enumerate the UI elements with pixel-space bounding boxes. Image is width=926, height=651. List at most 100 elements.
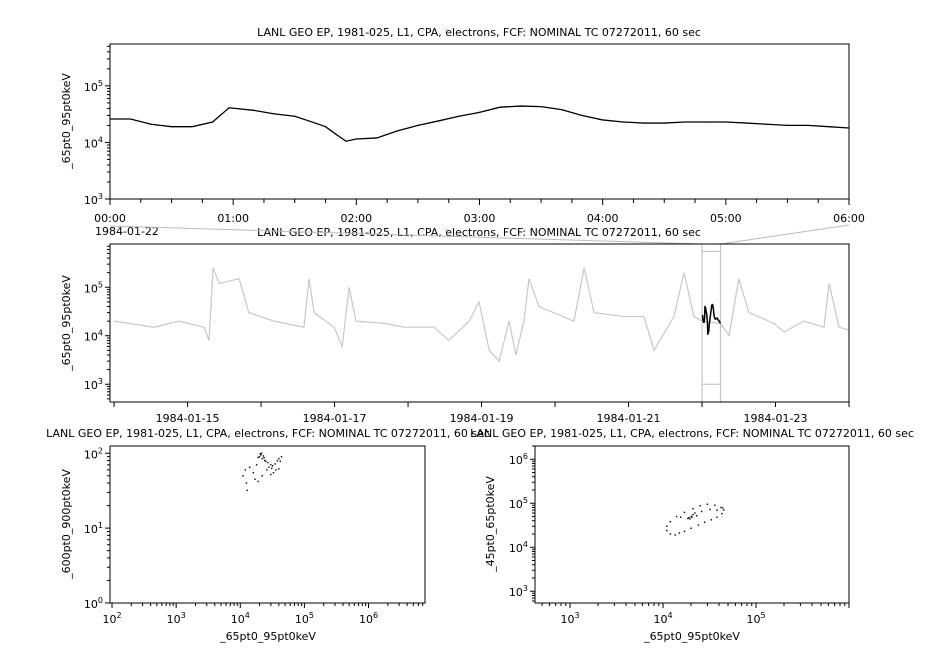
scatter-right-point xyxy=(692,513,694,516)
top-plot-frame xyxy=(109,43,850,200)
scatter-left-point xyxy=(261,457,263,460)
scatter-left-xtick-label: 106 xyxy=(359,611,378,626)
overview-xtick-label: 1984-01-19 xyxy=(450,412,514,425)
overview-xtick-label: 1984-01-15 xyxy=(156,412,220,425)
scatter-right-point xyxy=(688,516,690,519)
scatter-left-ytick-label: 101 xyxy=(84,521,103,536)
scatter-right-point xyxy=(721,512,723,515)
top-ylabel: _65pt0_95pt0keV xyxy=(60,73,73,170)
scatter-left-point xyxy=(267,461,269,464)
top-ytick-label: 103 xyxy=(84,192,103,207)
scatter-right-point xyxy=(716,516,718,518)
top-data-point xyxy=(170,126,173,128)
zoom-connector-left xyxy=(109,225,703,245)
top-data-point xyxy=(345,140,347,142)
scatter-left-point xyxy=(263,459,266,462)
scatter-left-point xyxy=(242,475,244,477)
scatter-right-point xyxy=(697,524,700,526)
scatter-left-ylabel: _600pt0_900pt0keV xyxy=(60,469,73,580)
scatter-left-point xyxy=(268,466,270,468)
overview-ylabel: _65pt0_95pt0keV xyxy=(60,275,73,372)
scatter-left-point xyxy=(258,455,261,458)
top-data-point xyxy=(602,119,604,121)
scatter-right-plot-frame xyxy=(534,445,850,604)
top-data-point xyxy=(786,124,789,127)
scatter-left-point xyxy=(263,457,265,459)
top-data-point xyxy=(663,122,665,124)
scatter-right-xtick-label: 103 xyxy=(560,611,579,626)
scatter-right-point xyxy=(694,512,696,514)
top-data-point xyxy=(807,124,809,127)
scatter-right-point xyxy=(680,516,682,518)
overview-ytick-label: 103 xyxy=(84,377,103,392)
scatter-right-xtick-label: 105 xyxy=(746,611,765,626)
scatter-left-ytick-label: 100 xyxy=(84,596,103,611)
top-data-point xyxy=(766,123,768,125)
top-xtick-label: 00:00 xyxy=(94,212,126,225)
scatter-right-point xyxy=(699,504,701,507)
scatter-right-ytick-label: 105 xyxy=(509,496,528,511)
scatter-right-point xyxy=(706,503,709,505)
scatter-left-point xyxy=(275,469,277,471)
scatter-left-point xyxy=(261,475,263,477)
scatter-right-point xyxy=(683,511,686,514)
scatter-right-point xyxy=(703,521,706,523)
scatter-left-point xyxy=(255,464,258,466)
scatter-left-point xyxy=(266,469,268,471)
scatter-right-xtick-label: 104 xyxy=(653,611,672,626)
scatter-right-point xyxy=(678,532,681,534)
scatter-right-point xyxy=(666,529,668,532)
scatter-left-xtick-label: 102 xyxy=(102,611,121,626)
scatter-left-point xyxy=(252,471,255,474)
scatter-left-xtick-label: 104 xyxy=(231,611,250,626)
top-data-point xyxy=(273,113,275,115)
top-data-point xyxy=(314,122,316,124)
top-data-point xyxy=(725,121,727,123)
scatter-left-point xyxy=(244,469,247,471)
scatter-left-point xyxy=(260,452,263,454)
scatter-left-title: LANL GEO EP, 1981-025, L1, CPA, electron… xyxy=(46,427,490,440)
scatter-left-point xyxy=(254,478,256,480)
scatter-right-point xyxy=(714,504,716,506)
scatter-right-ytick-label: 103 xyxy=(509,584,528,599)
overview-plot-frame xyxy=(109,243,850,403)
top-xtick-label: 02:00 xyxy=(340,212,372,225)
top-data-point xyxy=(478,111,481,113)
scatter-left-point xyxy=(257,456,259,459)
scatter-left-point xyxy=(279,460,281,463)
top-data-point xyxy=(150,123,152,125)
scatter-right-point xyxy=(700,510,703,513)
top-date-label: 1984-01-22 xyxy=(95,225,159,238)
scatter-right-point xyxy=(669,521,672,523)
scatter-right-point xyxy=(710,519,712,521)
scatter-right-point xyxy=(674,534,676,536)
top-data-point xyxy=(376,137,378,139)
scatter-left-point xyxy=(262,455,265,457)
top-xtick-label: 04:00 xyxy=(587,212,619,225)
top-data-point xyxy=(335,133,337,135)
scatter-left-xlabel: _65pt0_95pt0keV xyxy=(219,630,316,643)
top-data-point xyxy=(396,130,398,132)
scatter-right-ylabel: _45pt0_65pt0keV xyxy=(484,476,497,573)
scatter-right-point xyxy=(683,530,686,533)
top-title: LANL GEO EP, 1981-025, L1, CPA, electron… xyxy=(257,26,701,39)
scatter-left-point xyxy=(246,489,248,492)
overview-xtick-label: 1984-01-17 xyxy=(303,412,367,425)
top-data-point xyxy=(581,114,583,117)
top-data-point xyxy=(827,126,830,128)
scatter-right-point xyxy=(709,508,711,511)
scatter-left-xtick-label: 105 xyxy=(295,611,314,626)
scatter-right-point xyxy=(720,506,722,509)
overview-ytick-label: 104 xyxy=(84,329,103,344)
top-data-point xyxy=(622,121,624,123)
scatter-right-point xyxy=(722,507,724,509)
top-data-point xyxy=(745,122,747,124)
scatter-left-point xyxy=(274,463,276,465)
scatter-left-point xyxy=(271,465,274,467)
scatter-left-point xyxy=(248,466,251,468)
scatter-right-point xyxy=(690,515,692,518)
top-data-point xyxy=(191,126,193,128)
top-data-point xyxy=(417,124,419,127)
scatter-left-plot-frame xyxy=(109,445,426,604)
scatter-left-point xyxy=(276,459,279,462)
